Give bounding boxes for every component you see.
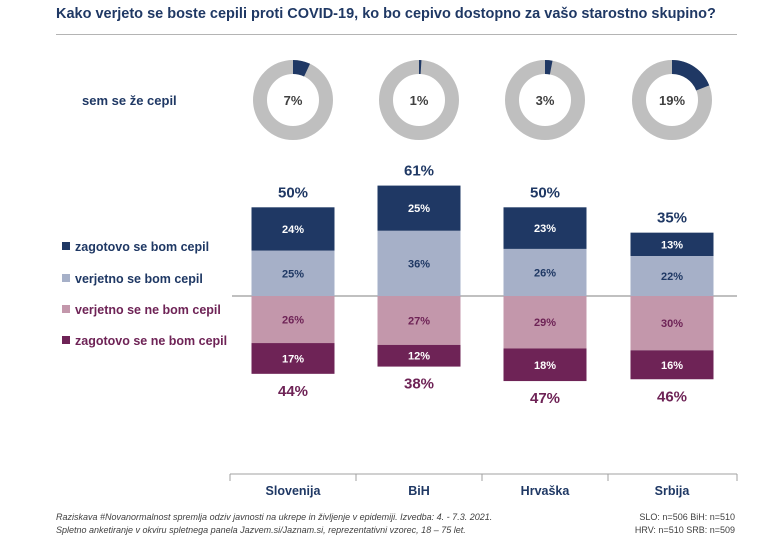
donut-segment-vaccinated — [505, 60, 585, 140]
donut-value-label: 1% — [410, 93, 429, 108]
title-divider — [56, 34, 737, 35]
bar-segment-probably-no — [251, 296, 335, 344]
bar-segment-probably-no — [630, 296, 714, 351]
positive-total-label: 50% — [530, 184, 560, 201]
data-label: 27% — [408, 315, 430, 327]
bar-segment-probably-no — [503, 296, 587, 349]
bar-segment-definitely-yes — [377, 185, 461, 231]
legend-swatch — [62, 305, 70, 313]
legend-swatch — [62, 242, 70, 250]
data-label: 16% — [661, 360, 683, 372]
category-label: Srbija — [655, 484, 691, 498]
legend-item-probably-no: verjetno se ne bom cepil — [62, 303, 221, 317]
legend-item-definitely-no: zagotovo se ne bom cepil — [62, 334, 227, 348]
donut-value-label: 19% — [659, 93, 685, 108]
bar-segment-probably-yes — [377, 230, 461, 296]
category-label: BiH — [408, 484, 430, 498]
legend-item-probably-yes: verjetno se bom cepil — [62, 272, 203, 286]
data-label: 12% — [408, 351, 430, 363]
data-label: 23% — [534, 223, 556, 235]
category-label: Slovenija — [266, 484, 322, 498]
data-label: 13% — [661, 239, 683, 251]
bar-segment-definitely-no — [630, 350, 714, 380]
positive-total-label: 35% — [657, 210, 687, 227]
sample-size-line-2: HRV: n=510 SRB: n=509 — [634, 525, 735, 535]
positive-total-label: 61% — [404, 163, 434, 180]
bar-segment-definitely-yes — [630, 232, 714, 257]
negative-total-label: 38% — [404, 376, 434, 393]
bar-segment-definitely-no — [503, 348, 587, 382]
data-label: 36% — [408, 258, 430, 270]
donut-segment-vaccinated — [253, 60, 333, 140]
footnote-line-2: Spletno anketiranje v okviru spletnega p… — [56, 525, 466, 535]
donut-value-label: 7% — [284, 93, 303, 108]
legend-label: verjetno se ne bom cepil — [75, 303, 221, 317]
legend-swatch — [62, 274, 70, 282]
legend-item-definitely-yes: zagotovo se bom cepil — [62, 240, 209, 254]
data-label: 24% — [282, 224, 304, 236]
negative-total-label: 44% — [278, 383, 308, 400]
footnote-line-1: Raziskava #Novanormalnost spremlja odziv… — [56, 512, 493, 522]
data-label: 18% — [534, 360, 556, 372]
data-label: 26% — [534, 267, 556, 279]
legend-label: zagotovo se ne bom cepil — [75, 334, 228, 348]
data-label: 17% — [282, 353, 304, 365]
bar-segment-definitely-no — [377, 344, 461, 367]
category-label: Hrvaška — [521, 484, 571, 498]
data-label: 25% — [408, 203, 430, 215]
bar-segment-probably-yes — [630, 256, 714, 296]
negative-total-label: 46% — [657, 388, 687, 405]
legend-label: zagotovo se bom cepil — [75, 240, 210, 254]
bar-segment-probably-yes — [503, 248, 587, 296]
donut-segment-vaccinated — [379, 60, 459, 140]
data-label: 30% — [661, 318, 683, 330]
legend-label: verjetno se bom cepil — [75, 272, 203, 286]
data-label: 26% — [282, 315, 304, 327]
negative-total-label: 47% — [530, 390, 560, 407]
data-label: 29% — [534, 317, 556, 329]
positive-total-label: 50% — [278, 184, 308, 201]
chart-title: Kako verjeto se boste cepili proti COVID… — [56, 6, 716, 22]
bar-segment-definitely-no — [251, 343, 335, 374]
bar-segment-probably-no — [377, 296, 461, 345]
donut-segment-vaccinated — [632, 60, 712, 140]
bar-segment-definitely-yes — [503, 207, 587, 249]
bar-segment-definitely-yes — [251, 207, 335, 251]
data-label: 25% — [282, 268, 304, 280]
data-label: 22% — [661, 271, 683, 283]
legend-swatch — [62, 336, 70, 344]
bar-segment-probably-yes — [251, 250, 335, 296]
sample-size-line-1: SLO: n=506 BiH: n=510 — [639, 512, 735, 522]
donut-value-label: 3% — [536, 93, 555, 108]
donut-row-label: sem se že cepil — [82, 93, 177, 108]
